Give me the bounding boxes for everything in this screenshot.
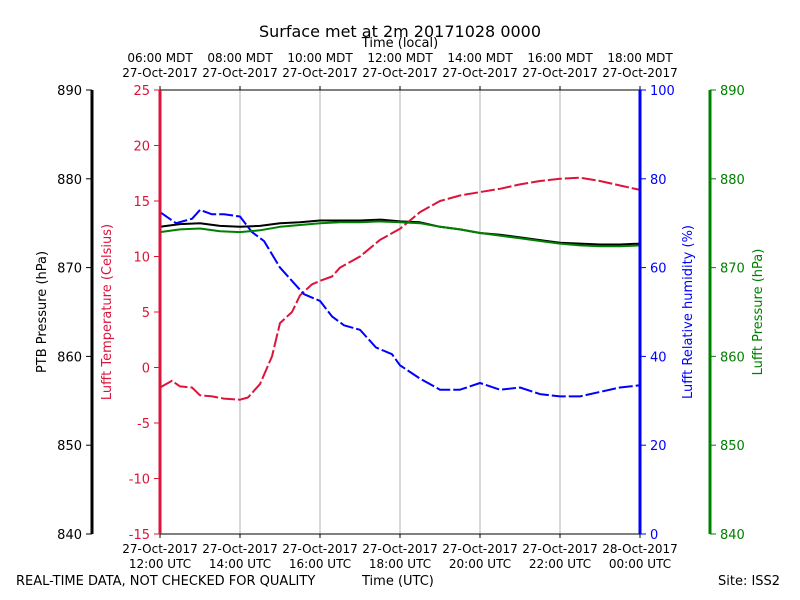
x-tick-label-time: 12:00 UTC bbox=[129, 557, 191, 571]
humidity-axis-tick-label: 80 bbox=[650, 173, 667, 188]
x-top-tick-label-time: 08:00 MDT bbox=[207, 51, 273, 65]
lufft-pressure-axis-tick-label: 840 bbox=[720, 528, 745, 543]
x-top-tick-label-date: 27-Oct-2017 bbox=[362, 66, 438, 80]
x-top-tick-label-time: 14:00 MDT bbox=[447, 51, 513, 65]
ptb-pressure-axis-label: PTB Pressure (hPa) bbox=[35, 251, 50, 373]
temperature-axis-tick-label: 0 bbox=[142, 362, 150, 377]
x-top-tick-label-date: 27-Oct-2017 bbox=[522, 66, 598, 80]
quality-note: REAL-TIME DATA, NOT CHECKED FOR QUALITY bbox=[16, 574, 316, 589]
x-top-tick-label-date: 27-Oct-2017 bbox=[202, 66, 278, 80]
x-tick-label-time: 20:00 UTC bbox=[449, 557, 511, 571]
ptb-pressure-axis-tick-label: 890 bbox=[57, 84, 82, 99]
humidity-axis-tick-label: 100 bbox=[650, 84, 675, 99]
x-tick-label-time: 18:00 UTC bbox=[369, 557, 431, 571]
temperature-axis-tick-label: -10 bbox=[129, 473, 150, 488]
lufft-pressure-axis-tick-label: 890 bbox=[720, 84, 745, 99]
x-tick-label-date: 27-Oct-2017 bbox=[122, 542, 198, 556]
ptb-pressure-axis-tick-label: 870 bbox=[57, 262, 82, 277]
humidity-axis-tick-label: 40 bbox=[650, 350, 667, 365]
chart-title: Surface met at 2m 20171028 0000 bbox=[259, 22, 541, 41]
humidity-axis-tick-label: 60 bbox=[650, 262, 667, 277]
temperature-axis-tick-label: 25 bbox=[133, 84, 150, 99]
x-tick-label-date: 27-Oct-2017 bbox=[202, 542, 278, 556]
lufft-pressure-axis-label: Lufft Pressure (hPa) bbox=[751, 249, 766, 376]
lufft-pressure-axis-tick-label: 870 bbox=[720, 262, 745, 277]
x-tick-label-date: 28-Oct-2017 bbox=[602, 542, 678, 556]
x-top-tick-label-time: 16:00 MDT bbox=[527, 51, 593, 65]
x-top-tick-label-time: 12:00 MDT bbox=[367, 51, 433, 65]
x-tick-label-time: 14:00 UTC bbox=[209, 557, 271, 571]
temperature-axis-tick-label: 10 bbox=[133, 251, 150, 266]
lufft-pressure-axis-tick-label: 850 bbox=[720, 439, 745, 454]
x-tick-label-time: 00:00 UTC bbox=[609, 557, 671, 571]
site-label: Site: ISS2 bbox=[718, 574, 781, 589]
ptb-pressure-axis-tick-label: 880 bbox=[57, 173, 82, 188]
humidity-axis-tick-label: 20 bbox=[650, 439, 667, 454]
x-top-tick-label-date: 27-Oct-2017 bbox=[122, 66, 198, 80]
temperature-axis-label: Lufft Temperature (Celsius) bbox=[100, 224, 115, 400]
x-top-tick-label-date: 27-Oct-2017 bbox=[282, 66, 358, 80]
series-layer bbox=[159, 176, 641, 401]
x-tick-label-time: 16:00 UTC bbox=[289, 557, 351, 571]
x-tick-label-date: 27-Oct-2017 bbox=[282, 542, 358, 556]
x-axis-label: Time (UTC) bbox=[362, 574, 434, 589]
humidity-axis-label: Lufft Relative humidity (%) bbox=[681, 225, 696, 399]
top-axis-label: Time (local) bbox=[361, 36, 438, 51]
x-top-tick-label-date: 27-Oct-2017 bbox=[442, 66, 518, 80]
x-tick-label-date: 27-Oct-2017 bbox=[362, 542, 438, 556]
x-top-tick-label-date: 27-Oct-2017 bbox=[602, 66, 678, 80]
humidity-axis-tick-label: 0 bbox=[650, 528, 658, 543]
series-line-lufft-temperature bbox=[159, 176, 641, 401]
x-tick-label-date: 27-Oct-2017 bbox=[522, 542, 598, 556]
lufft-pressure-axis-tick-label: 880 bbox=[720, 173, 745, 188]
series-line-lufft-pressure bbox=[159, 220, 641, 248]
x-tick-label-time: 22:00 UTC bbox=[529, 557, 591, 571]
lufft-pressure-axis-tick-label: 860 bbox=[720, 350, 745, 365]
ptb-pressure-axis-tick-label: 860 bbox=[57, 350, 82, 365]
x-top-tick-label-time: 18:00 MDT bbox=[607, 51, 673, 65]
temperature-axis-tick-label: -5 bbox=[137, 417, 150, 432]
series-line-lufft-relative-humidity bbox=[159, 208, 641, 398]
temperature-axis-tick-label: 5 bbox=[142, 306, 150, 321]
gridlines bbox=[239, 90, 561, 534]
ptb-pressure-axis-tick-label: 840 bbox=[57, 528, 82, 543]
x-tick-label-date: 27-Oct-2017 bbox=[442, 542, 518, 556]
temperature-axis-tick-label: -15 bbox=[129, 528, 150, 543]
temperature-axis-tick-label: 15 bbox=[133, 195, 150, 210]
x-top-tick-label-time: 10:00 MDT bbox=[287, 51, 353, 65]
temperature-axis-tick-label: 20 bbox=[133, 140, 150, 155]
x-top-tick-label-time: 06:00 MDT bbox=[127, 51, 193, 65]
ptb-pressure-axis-tick-label: 850 bbox=[57, 439, 82, 454]
